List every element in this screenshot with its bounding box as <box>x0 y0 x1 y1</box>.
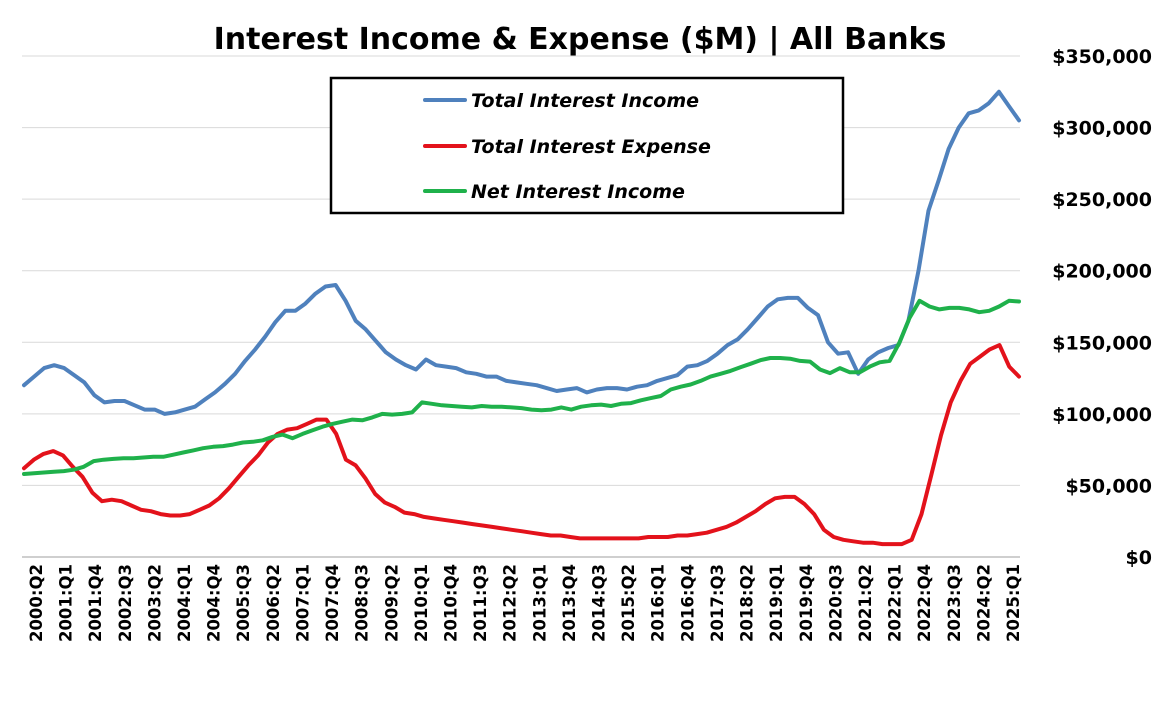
y-tick-label: $100,000 <box>1052 404 1152 426</box>
x-tick-label: 2015:Q2 <box>619 564 638 642</box>
x-tick-label: 2022:Q4 <box>915 564 934 642</box>
x-tick-label: 2020:Q3 <box>826 564 845 642</box>
legend-label: Total Interest Expense <box>471 136 711 158</box>
x-tick-label: 2014:Q3 <box>590 564 609 642</box>
y-tick-label: $200,000 <box>1052 261 1152 283</box>
x-tick-label: 2005:Q3 <box>234 564 253 642</box>
x-tick-label: 2003:Q2 <box>145 564 164 642</box>
x-tick-label: 2009:Q2 <box>382 564 401 642</box>
y-tick-label: $150,000 <box>1052 332 1152 354</box>
series-line-net-interest-income <box>22 298 1021 476</box>
x-tick-label: 2001:Q4 <box>86 564 105 642</box>
x-tick-label: 2007:Q1 <box>293 564 312 642</box>
x-tick-label: 2022:Q1 <box>886 564 905 642</box>
series-line-total-interest-income <box>22 89 1021 416</box>
x-tick-label: 2006:Q2 <box>264 564 283 642</box>
y-tick-label: $0 <box>1126 547 1152 569</box>
x-tick-label: 2002:Q3 <box>116 564 135 642</box>
x-tick-label: 2001:Q1 <box>57 564 76 642</box>
y-tick-label: $50,000 <box>1065 475 1152 497</box>
x-tick-label: 2024:Q2 <box>974 564 993 642</box>
x-axis-tick-labels: 2000:Q2 2001:Q1 2001:Q4 2002:Q3 2003:Q2 2004:… <box>27 564 1023 642</box>
x-tick-label: 2019:Q4 <box>797 564 816 642</box>
x-tick-label: 2025:Q1 <box>1004 564 1023 642</box>
x-tick-label: 2010:Q4 <box>441 564 460 642</box>
series-line-total-interest-expense <box>22 343 1021 547</box>
x-tick-label: 2013:Q4 <box>560 564 579 642</box>
legend-box <box>329 76 845 215</box>
x-tick-label: 2011:Q3 <box>471 564 490 642</box>
x-tick-label: 2017:Q3 <box>708 564 727 642</box>
x-tick-label: 2012:Q2 <box>501 564 520 642</box>
x-tick-label: 2023:Q3 <box>945 564 964 642</box>
y-tick-label: $350,000 <box>1052 46 1152 68</box>
legend: Total Interest Income Total Interest Expe… <box>329 76 845 215</box>
y-tick-label: $300,000 <box>1052 118 1152 140</box>
x-tick-label: 2016:Q1 <box>649 564 668 642</box>
series-lines <box>22 89 1021 547</box>
x-tick-label: 2008:Q3 <box>353 564 372 642</box>
x-tick-label: 2013:Q1 <box>530 564 549 642</box>
x-tick-label: 2018:Q2 <box>738 564 757 642</box>
x-tick-label: 2000:Q2 <box>27 564 46 642</box>
x-tick-label: 2010:Q1 <box>412 564 431 642</box>
x-tick-label: 2021:Q2 <box>856 564 875 642</box>
legend-label: Net Interest Income <box>471 181 685 203</box>
x-tick-label: 2016:Q4 <box>678 564 697 642</box>
chart-title: Interest Income & Expense ($M) | All Ban… <box>214 22 947 57</box>
x-tick-label: 2019:Q1 <box>767 564 786 642</box>
y-tick-label: $250,000 <box>1052 189 1152 211</box>
y-axis-tick-labels: $0 $50,000 $100,000 $150,000 $200,000 $250,00… <box>1052 46 1152 569</box>
x-tick-label: 2007:Q4 <box>323 564 342 642</box>
x-tick-label: 2004:Q1 <box>175 564 194 642</box>
legend-label: Total Interest Income <box>471 90 699 112</box>
x-tick-label: 2004:Q4 <box>205 564 224 642</box>
